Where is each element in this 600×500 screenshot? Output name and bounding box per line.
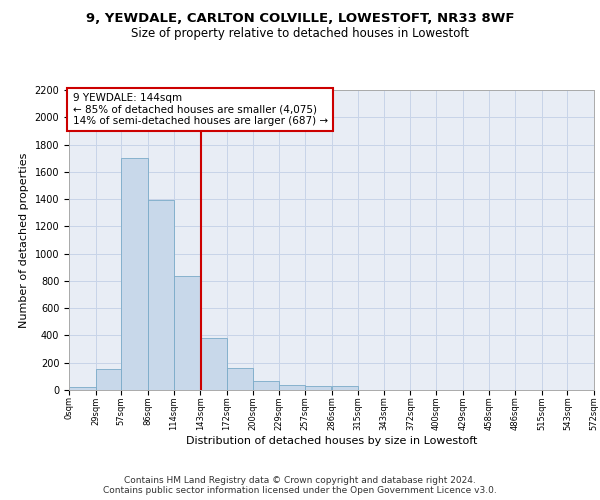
Bar [253, 381, 279, 390]
Bar [305, 386, 331, 390]
Text: Contains HM Land Registry data © Crown copyright and database right 2024.
Contai: Contains HM Land Registry data © Crown c… [103, 476, 497, 495]
Bar [227, 368, 253, 390]
Bar [69, 388, 95, 390]
Bar [331, 386, 358, 390]
Bar [121, 158, 148, 390]
Y-axis label: Number of detached properties: Number of detached properties [19, 152, 29, 328]
Bar [279, 385, 305, 390]
Bar [148, 200, 173, 390]
Bar [200, 338, 227, 390]
Bar [95, 369, 121, 390]
Text: 9, YEWDALE, CARLTON COLVILLE, LOWESTOFT, NR33 8WF: 9, YEWDALE, CARLTON COLVILLE, LOWESTOFT,… [86, 12, 514, 26]
Text: Size of property relative to detached houses in Lowestoft: Size of property relative to detached ho… [131, 28, 469, 40]
X-axis label: Distribution of detached houses by size in Lowestoft: Distribution of detached houses by size … [186, 436, 477, 446]
Text: 9 YEWDALE: 144sqm
← 85% of detached houses are smaller (4,075)
14% of semi-detac: 9 YEWDALE: 144sqm ← 85% of detached hous… [73, 93, 328, 126]
Bar [173, 276, 200, 390]
